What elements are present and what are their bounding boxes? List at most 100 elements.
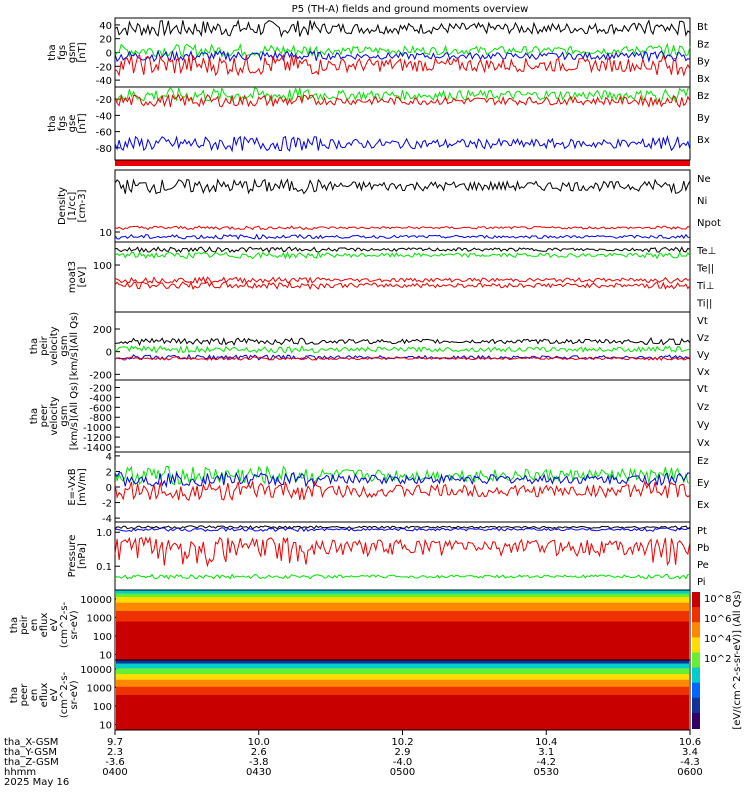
legend-entry: Ni — [697, 196, 707, 207]
series-Te⊥ — [114, 276, 691, 285]
colorbar-tick-label: 10^2 — [704, 654, 731, 665]
legend-entry: By — [697, 57, 710, 68]
colorbar-segment — [692, 592, 700, 609]
series-Bz — [114, 93, 691, 109]
panel-6: -200-400-600-800-1000-1200-1400 tha peer ve… — [29, 379, 710, 454]
legend-entry: Vt — [697, 316, 708, 327]
panel-frame — [114, 311, 691, 381]
legend-entry: Ez — [697, 456, 709, 467]
legend-entry: Vz — [697, 402, 709, 413]
panel-4: 100 moat3 [eV] Te⊥ Te|| Ti⊥ Ti|| — [67, 241, 716, 313]
panel-7: 4 2 0 -2 -4 E=-VxB [mV/m] Ez Ey Ex — [67, 451, 709, 525]
series-Ez — [114, 479, 691, 502]
series-Vz — [114, 356, 691, 361]
x-row-label: tha_Z-GSM — [4, 757, 59, 768]
y-tick-label: 20 — [99, 35, 112, 46]
panel-2: -20 -40 -60 -80 tha fgs gse [nT] Bz By Bx — [47, 86, 710, 161]
legend-entry: Ti⊥ — [696, 281, 714, 292]
heatmap-band — [116, 668, 689, 674]
y-tick-label: -60 — [96, 128, 112, 139]
legend-entry: Bz — [697, 91, 709, 102]
x-row-value: 2.6 — [251, 747, 267, 758]
legend-entry: Vz — [697, 333, 709, 344]
y-axis-label: eV — [49, 618, 60, 631]
y-axis-label: E=-VxB — [67, 468, 78, 505]
heatmap-band — [116, 686, 689, 695]
y-tick-label: -40 — [96, 111, 112, 122]
y-tick-label: 100 — [93, 261, 112, 272]
y-tick-label: 4 — [106, 452, 112, 463]
heatmap-band — [116, 611, 689, 622]
y-tick-label: -1200 — [83, 433, 112, 444]
heatmap-band — [116, 679, 689, 687]
colorbar-tick-label: 10^6 — [704, 614, 731, 625]
series-By — [114, 42, 691, 59]
y-axis-label: Density — [57, 187, 68, 225]
y-tick-label: 100 — [93, 632, 112, 643]
heatmap-band — [116, 602, 689, 611]
y-axis-label: en — [29, 619, 40, 632]
x-row-value: 2.9 — [395, 747, 411, 758]
legend-entry: Vy — [697, 420, 710, 431]
colorbar-tick-label: 10^4 — [704, 634, 731, 645]
y-tick-label: 1000 — [87, 613, 112, 624]
x-row-value: 10.2 — [391, 737, 413, 748]
y-axis-label: peir — [19, 614, 30, 634]
y-tick-label: -1400 — [83, 443, 112, 454]
status-bar — [115, 160, 690, 166]
series-Ti⊥ — [114, 280, 691, 291]
x-row-value: -3.8 — [249, 757, 269, 768]
series-By — [114, 86, 691, 104]
y-tick-label: -4 — [102, 514, 112, 525]
series-Ey — [114, 465, 691, 487]
legend-entry: Bt — [697, 22, 708, 33]
panel-3: 10 Density [1/cc] [cm-3] Ne Ni Npot — [57, 169, 721, 243]
x-row-value: -4.3 — [680, 757, 700, 768]
x-row-value: 9.7 — [107, 737, 123, 748]
y-axis-label: gsm — [59, 335, 70, 356]
heatmap-band — [116, 663, 689, 669]
y-tick-label: 0 — [106, 483, 112, 494]
heatmap-band — [116, 597, 689, 603]
series-Pb — [114, 536, 691, 568]
x-row-value: 10.0 — [248, 737, 270, 748]
y-axis-label: [km/s](All Qs) — [69, 312, 80, 380]
date-label: 2025 May 16 — [4, 777, 69, 788]
y-tick-label: -80 — [96, 144, 112, 155]
y-tick-label: -2 — [102, 499, 112, 510]
y-tick-label: 10 — [99, 228, 112, 239]
colorbar-segment — [692, 667, 700, 684]
series-Ni — [114, 178, 691, 195]
heatmap-band — [116, 674, 689, 680]
x-row-value: 0600 — [677, 767, 702, 778]
colorbar-segment — [692, 652, 700, 669]
y-axis-label: peer — [39, 404, 50, 428]
colorbar-segment — [692, 622, 700, 639]
x-row-value: -3.6 — [105, 757, 125, 768]
y-axis-label: gsm — [59, 405, 70, 426]
series-Pt — [114, 525, 691, 530]
y-axis-label: eflux — [39, 613, 50, 638]
series-Ne — [114, 225, 691, 231]
series-Vy — [114, 344, 691, 354]
colorbar-segment — [692, 682, 700, 699]
y-axis-label: gsm — [67, 42, 78, 63]
y-tick-label: 10 — [99, 650, 112, 661]
y-tick-label: -800 — [89, 413, 112, 424]
x-row-value: 0400 — [102, 767, 127, 778]
colorbar-segment — [692, 712, 700, 729]
y-axis-label: en — [29, 689, 40, 702]
y-tick-label: 1.0 — [96, 528, 112, 539]
legend-entry: Bx — [697, 135, 710, 146]
y-tick-label: 40 — [99, 21, 112, 32]
x-row-value: 2.3 — [107, 747, 123, 758]
legend-entry: Vy — [697, 350, 710, 361]
y-axis-label: tha — [9, 617, 20, 633]
y-axis-label: [km/s](All Qs) — [69, 382, 80, 450]
y-tick-label: -20 — [96, 95, 112, 106]
x-row-value: 10.6 — [679, 737, 701, 748]
y-tick-label: -40 — [96, 76, 112, 87]
colorbar-tick-label: 10^8 — [704, 594, 731, 605]
y-tick-label: 1000 — [87, 683, 112, 694]
heatmap-band — [116, 593, 689, 597]
